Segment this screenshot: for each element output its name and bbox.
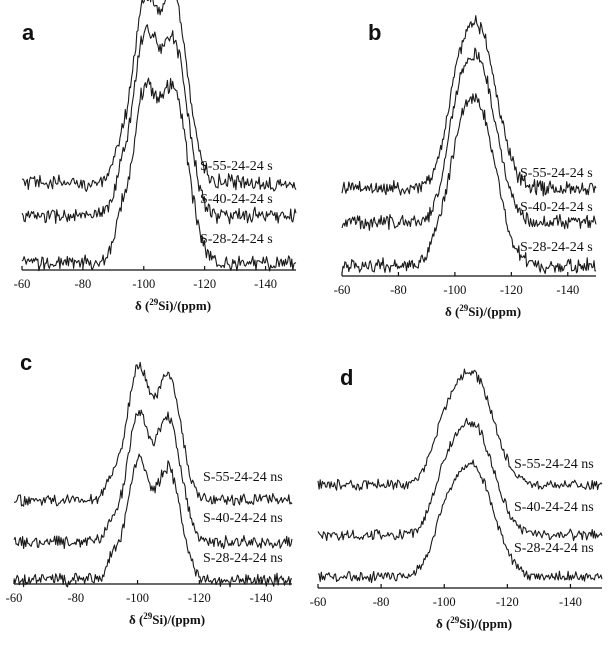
x-tick-label: -60 — [310, 595, 327, 609]
x-tick-label: -100 — [443, 283, 466, 297]
panel-letter: b — [368, 20, 381, 45]
x-axis-title: δ (29Si)/(ppm) — [436, 615, 512, 631]
x-tick-label: -120 — [500, 283, 523, 297]
x-tick-label: -60 — [334, 283, 351, 297]
x-tick-label: -120 — [188, 591, 211, 605]
series-trace-3 — [13, 453, 293, 588]
series-trace-1 — [13, 361, 293, 507]
x-tick-label: -140 — [556, 283, 579, 297]
x-axis-title: δ (29Si)/(ppm) — [445, 303, 521, 319]
series-label: S-28-24-24 ns — [203, 551, 283, 566]
series-label: S-40-24-24 s — [200, 192, 273, 207]
x-tick-label: -100 — [126, 591, 149, 605]
series-trace-1 — [341, 15, 597, 197]
x-axis-title: δ (29Si)/(ppm) — [135, 297, 211, 313]
panel-letter: a — [22, 20, 35, 45]
series-trace-3 — [317, 459, 603, 584]
series-trace-1 — [317, 368, 603, 491]
x-tick-label: -120 — [496, 595, 519, 609]
series-trace-2 — [317, 417, 603, 542]
panel-b: b -60 -80 -100 -120 -140 δ (29Si)/(ppm) S-55-24… — [334, 15, 597, 319]
x-tick-label: -140 — [254, 277, 277, 291]
series-label: S-55-24-24 ns — [203, 470, 283, 485]
x-tick-label: -80 — [67, 591, 84, 605]
x-tick-label: -60 — [6, 591, 23, 605]
series-label: S-40-24-24 s — [520, 200, 593, 215]
series-trace-2 — [21, 24, 297, 225]
x-tick-label: -100 — [433, 595, 456, 609]
series-label: S-55-24-24 ns — [514, 457, 594, 472]
x-tick-label: -100 — [132, 277, 155, 291]
series-label: S-28-24-24 ns — [514, 541, 594, 556]
series-label: S-28-24-24 s — [520, 240, 593, 255]
series-trace-1 — [22, 0, 297, 192]
x-tick-label: -140 — [559, 595, 582, 609]
x-tick-label: -120 — [193, 277, 216, 291]
series-label: S-28-24-24 s — [200, 232, 273, 247]
x-tick-label: -60 — [14, 277, 31, 291]
series-trace-2 — [341, 47, 597, 231]
panel-letter: d — [340, 365, 353, 390]
x-tick-label: -140 — [250, 591, 273, 605]
x-tick-label: -80 — [390, 283, 407, 297]
series-label: S-40-24-24 ns — [203, 511, 283, 526]
series-trace-2 — [13, 409, 293, 550]
series-trace-3 — [341, 93, 597, 275]
panel-letter: c — [20, 350, 32, 375]
panel-c: c -60 -80 -100 -120 -140 δ (29Si)/(ppm) S-55-24… — [6, 350, 293, 627]
panel-d: d -60 -80 -100 -120 -140 δ (29Si)/(ppm) S-55-24… — [310, 365, 603, 631]
series-label: S-40-24-24 ns — [514, 500, 594, 515]
panel-a: a -60 -80 -100 -120 -140 δ (29Si)/(ppm) S-55-24… — [14, 0, 297, 313]
series-label: S-55-24-24 s — [200, 159, 273, 174]
x-tick-label: -80 — [75, 277, 92, 291]
x-tick-label: -80 — [373, 595, 390, 609]
series-label: S-55-24-24 s — [520, 166, 593, 181]
x-axis-title: δ (29Si)/(ppm) — [129, 611, 205, 627]
series-trace-3 — [21, 77, 297, 272]
